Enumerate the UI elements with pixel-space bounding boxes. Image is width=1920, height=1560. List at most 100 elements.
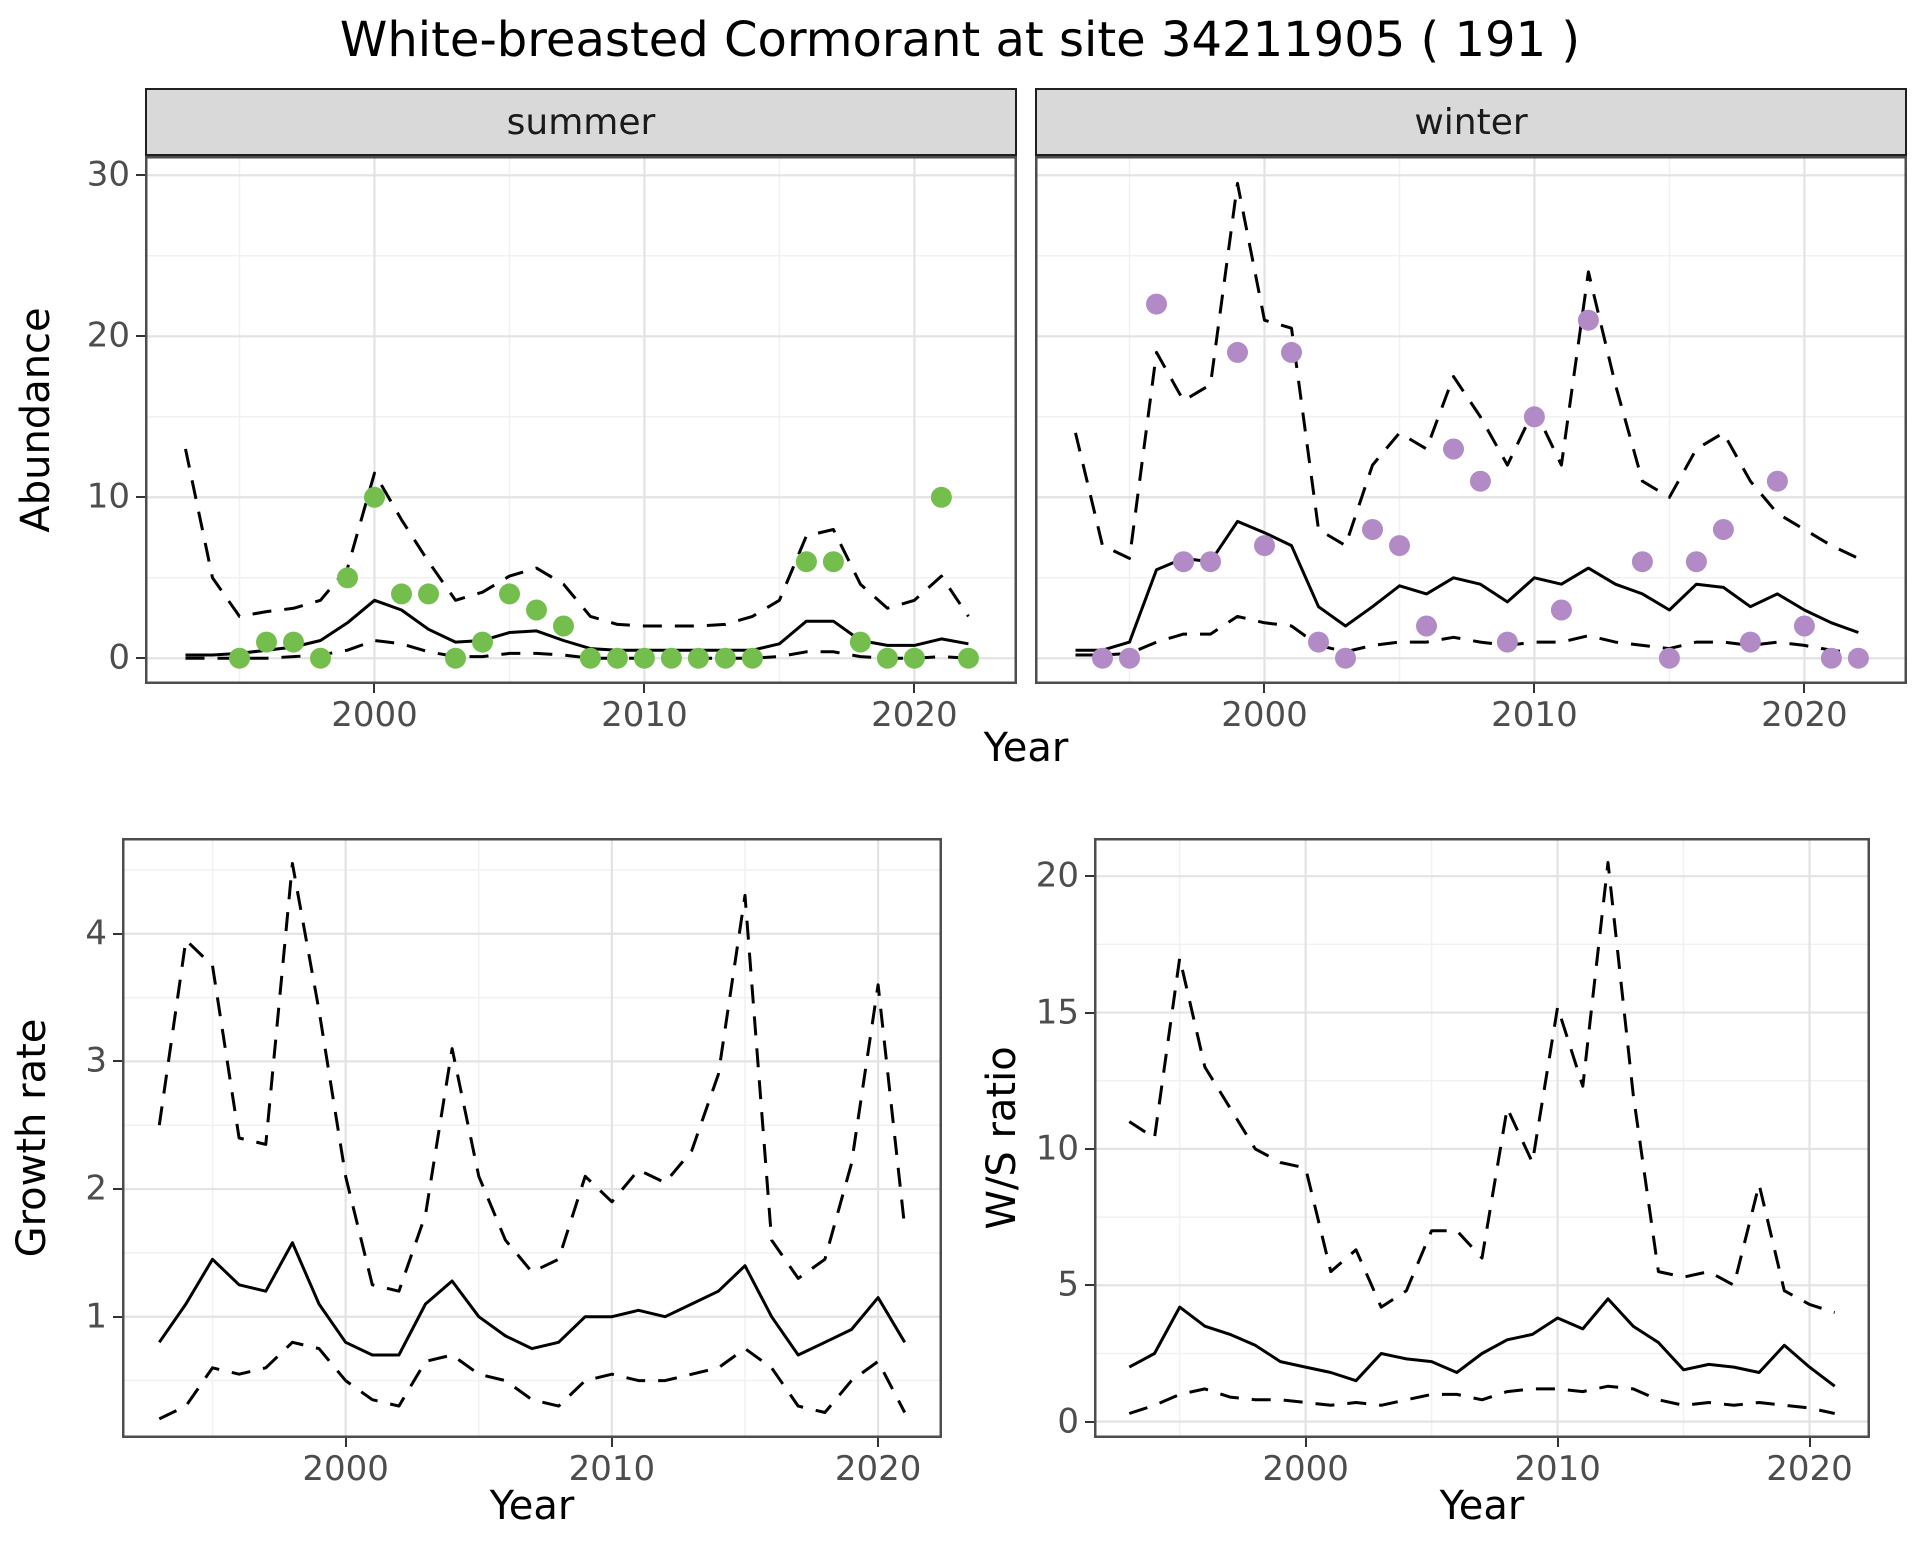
y-tick-label: 20	[86, 315, 130, 356]
observation-point	[822, 551, 844, 573]
y-tick-label: 4	[85, 913, 107, 954]
y-tick-label: 20	[1035, 855, 1079, 896]
observation-point	[310, 647, 331, 669]
observation-point	[687, 647, 709, 669]
observation-point	[633, 647, 655, 669]
observation-point	[849, 631, 871, 653]
observation-point	[1577, 309, 1599, 331]
x-tick-label: 2020	[871, 695, 958, 735]
x-tick-mark	[1808, 1438, 1811, 1447]
observation-point	[256, 631, 277, 653]
x-tick-label: 2020	[834, 1449, 922, 1489]
mean-line	[1128, 1297, 1836, 1388]
year-axis-title-bottom-left: Year	[489, 1483, 575, 1529]
observation-point	[1658, 647, 1680, 669]
observation-point	[1362, 519, 1383, 540]
x-tick-mark	[643, 684, 646, 693]
x-tick-mark	[1263, 684, 1266, 693]
x-tick-label: 2010	[568, 1449, 656, 1489]
facet-strip-winter-label: winter	[1414, 101, 1528, 143]
observation-point	[606, 647, 628, 669]
facet-strip-summer-label: summer	[506, 101, 656, 143]
x-tick-label: 2000	[1221, 695, 1308, 735]
observation-point	[472, 631, 493, 653]
mean-line	[1075, 519, 1859, 652]
lower_ci-line	[1128, 1384, 1836, 1415]
y-tick-mark	[113, 1188, 122, 1191]
summer-abundance-plot	[145, 156, 1017, 684]
observation-point	[1254, 535, 1275, 557]
x-tick-label: 2010	[601, 695, 688, 735]
y-tick-mark	[1085, 1011, 1094, 1014]
y-tick-mark	[136, 657, 145, 660]
y-tick-mark	[113, 1315, 122, 1318]
x-tick-label: 2000	[1262, 1449, 1349, 1489]
y-tick-label: 0	[108, 637, 130, 678]
growth-rate-plot	[122, 838, 942, 1438]
x-tick-label: 2000	[302, 1449, 389, 1489]
observation-point	[1443, 438, 1464, 460]
y-tick-label: 3	[85, 1040, 107, 1081]
observation-point	[957, 647, 979, 669]
y-tick-mark	[1085, 1147, 1094, 1150]
upper_ci-line	[184, 448, 970, 628]
observation-point	[499, 583, 520, 605]
y-tick-label: 30	[86, 154, 130, 195]
x-tick-mark	[344, 1438, 347, 1447]
observation-point	[1793, 615, 1815, 637]
upper_ci-line	[1074, 181, 1860, 560]
panel-border	[1094, 838, 1870, 1438]
observation-point	[1146, 293, 1167, 315]
observation-point	[714, 647, 736, 669]
y-tick-mark	[136, 335, 145, 338]
panel-border	[145, 156, 1017, 684]
observation-point	[1092, 647, 1113, 669]
observation-point	[1712, 519, 1734, 540]
observation-point	[795, 551, 817, 573]
mean-line	[185, 598, 969, 657]
x-tick-mark	[1533, 684, 1536, 693]
y-tick-label: 10	[1035, 1128, 1079, 1169]
y-tick-mark	[136, 174, 145, 177]
observation-point	[1685, 551, 1707, 573]
observation-point	[1766, 470, 1788, 492]
observation-point	[1281, 341, 1302, 363]
x-tick-label: 2020	[1766, 1449, 1853, 1489]
x-tick-label: 2010	[1514, 1449, 1601, 1489]
y-tick-mark	[1085, 1420, 1094, 1423]
x-tick-mark	[1304, 1438, 1307, 1447]
y-tick-label: 15	[1035, 991, 1079, 1032]
x-tick-label: 2020	[1761, 695, 1848, 735]
observation-point	[1631, 551, 1653, 573]
upper_ci-line	[1128, 861, 1836, 1314]
observation-point	[364, 486, 385, 508]
x-tick-label: 2000	[331, 695, 418, 735]
x-tick-mark	[1556, 1438, 1559, 1447]
observation-point	[1739, 631, 1761, 653]
observation-point	[1200, 551, 1221, 573]
y-tick-label: 5	[1057, 1264, 1079, 1305]
x-tick-mark	[913, 684, 916, 693]
observation-point	[283, 631, 304, 653]
x-tick-label: 2010	[1491, 695, 1578, 735]
facet-strip-winter: winter	[1035, 88, 1907, 156]
panel-border	[122, 838, 942, 1438]
page-title: White-breasted Cormorant at site 3421190…	[339, 12, 1581, 68]
y-tick-mark	[113, 932, 122, 935]
year-axis-title-top: Year	[983, 725, 1069, 771]
observation-point	[391, 583, 412, 605]
upper_ci-line	[157, 862, 907, 1293]
observation-point	[660, 647, 682, 669]
winter-abundance-plot	[1035, 156, 1907, 684]
observation-point	[1227, 341, 1248, 363]
observation-point	[1119, 647, 1140, 669]
y-tick-mark	[113, 1060, 122, 1063]
observation-point	[876, 647, 898, 669]
observation-point	[903, 647, 925, 669]
x-tick-mark	[877, 1438, 880, 1447]
lower_ci-line	[158, 1340, 907, 1421]
lower_ci-line	[1075, 614, 1859, 657]
panel-border	[1035, 156, 1907, 684]
observation-point	[418, 583, 439, 605]
observation-point	[1335, 647, 1356, 669]
